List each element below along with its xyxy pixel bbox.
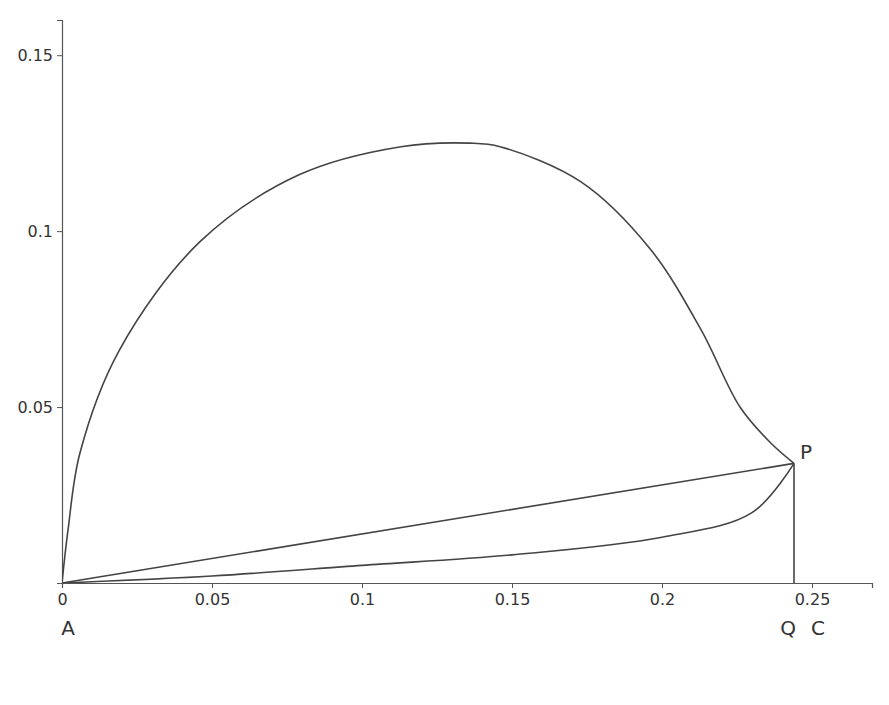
y-tick-mark (57, 231, 62, 232)
x-tick-label: 0.15 (495, 590, 531, 609)
x-tick-mark (212, 583, 213, 588)
x-tick-mark (812, 583, 813, 588)
x-tick-mark (362, 583, 363, 588)
x-tick: 0.1 (350, 583, 375, 609)
curve (62, 463, 794, 583)
y-tick-label: 0.15 (17, 46, 53, 65)
y-axis-line (57, 21, 63, 584)
point-label: A (61, 616, 75, 640)
y-tick: 0.1 (28, 222, 62, 241)
x-tick-mark (662, 583, 663, 588)
y-tick-label: 0.1 (28, 222, 53, 241)
x-tick-label: 0.2 (650, 590, 675, 609)
x-axis-line (63, 584, 873, 589)
curve (62, 463, 794, 583)
curve (793, 463, 795, 583)
curve (62, 143, 794, 583)
x-tick: 0.2 (650, 583, 675, 609)
x-tick: 0.25 (795, 583, 831, 609)
x-tick-label: 0.05 (195, 590, 231, 609)
x-tick-mark (512, 583, 513, 588)
point-label: P (800, 440, 812, 464)
y-tick: 0.05 (17, 398, 62, 417)
x-tick: 0.15 (495, 583, 531, 609)
annotations: A QC P (61, 440, 825, 640)
point-label: C (811, 616, 825, 640)
y-tick: 0.15 (17, 46, 62, 65)
x-axis: 0 0.05 0.1 0.15 0.2 0.25 (57, 583, 872, 609)
chart: 0 0.05 0.1 0.15 0.2 0.25 0.05 0.1 0.15 A QC P (0, 0, 889, 705)
x-tick-label: 0.1 (350, 590, 375, 609)
point-label: Q (780, 616, 796, 640)
y-axis: 0.05 0.1 0.15 (17, 21, 62, 584)
x-tick: 0.05 (195, 583, 231, 609)
x-tick-label: 0 (57, 590, 67, 609)
y-tick-label: 0.05 (17, 398, 53, 417)
y-tick-mark (57, 407, 62, 408)
plot-area (62, 143, 794, 583)
x-tick: 0 (57, 583, 67, 609)
x-tick-label: 0.25 (795, 590, 831, 609)
y-tick-mark (57, 55, 62, 56)
